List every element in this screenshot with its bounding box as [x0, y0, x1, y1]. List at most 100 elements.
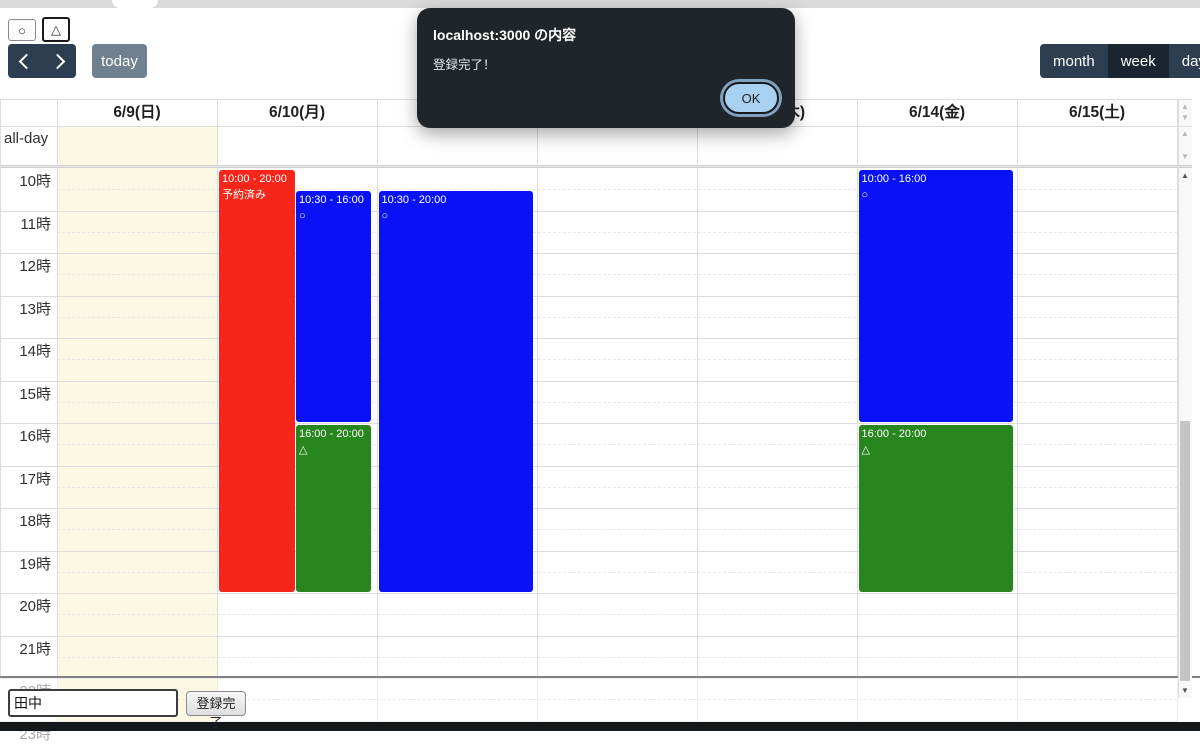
event-title: ○: [299, 209, 306, 222]
view-switcher: month week day: [1040, 44, 1200, 78]
half-hour-line: [57, 231, 1177, 233]
scroller-bottom-border: [0, 676, 1200, 678]
dialog-message: 登録完了！: [433, 58, 496, 72]
half-hour-line: [57, 571, 1177, 573]
time-label-13時: 13時: [19, 300, 51, 318]
column-line: [217, 99, 218, 678]
event-time: 16:00 - 20:00: [299, 427, 364, 440]
register-complete-button[interactable]: 登録完了: [186, 691, 246, 730]
event-time: 10:30 - 20:00: [381, 193, 447, 206]
day-view-button[interactable]: day: [1168, 44, 1200, 78]
time-label-17時: 17時: [19, 470, 51, 488]
month-view-button[interactable]: month: [1040, 44, 1108, 78]
event-4[interactable]: 10:30 - 20:00 ○: [378, 190, 533, 592]
event-3[interactable]: 16:00 - 20:00 △: [296, 424, 371, 592]
half-hour-line: [57, 614, 1177, 616]
header-scrollbar-lane: [1178, 100, 1192, 126]
column-line: [537, 99, 538, 678]
day-header-2: 6/10(月): [269, 104, 325, 121]
all-day-label: all-day: [4, 130, 49, 147]
hour-line: [0, 295, 1177, 297]
dialog-ok-button[interactable]: OK: [723, 82, 779, 114]
scrollbar-thumb[interactable]: [1180, 421, 1190, 681]
hour-line: [0, 253, 1177, 254]
column-line: [697, 678, 698, 722]
time-label-16時: 16時: [19, 428, 51, 445]
scroll-down-icon[interactable]: ▼: [1181, 686, 1189, 695]
name-input[interactable]: [8, 689, 178, 717]
column-line: [697, 99, 698, 678]
column-line: [57, 99, 58, 678]
event-time: 10:30 - 16:00: [299, 193, 364, 206]
hour-line: [0, 678, 1177, 679]
hour-line: [0, 210, 1177, 212]
allday-scrollbar-lane: [1178, 127, 1192, 165]
grid-left-border: [0, 99, 1, 678]
next-button[interactable]: [42, 44, 76, 78]
allday-divider: [0, 165, 1192, 168]
column-line: [377, 678, 378, 722]
event-5[interactable]: 10:00 - 16:00 ○: [858, 169, 1013, 422]
event-title: 予約済み: [222, 188, 266, 201]
time-label-21時: 21時: [19, 640, 51, 658]
prev-next-button-group: [8, 44, 76, 78]
event-time: 10:00 - 20:00: [222, 172, 287, 185]
circle-shape-button[interactable]: ○: [8, 19, 36, 41]
chevron-left-icon: [18, 53, 35, 69]
half-hour-line: [57, 316, 1177, 318]
scroll-down-icon: ▼: [1181, 152, 1189, 161]
time-label-14時: 14時: [19, 343, 51, 360]
event-1[interactable]: 10:00 - 20:00 予約済み: [219, 169, 295, 592]
chevron-right-icon: [49, 53, 66, 69]
scroll-up-icon[interactable]: ▲: [1181, 171, 1189, 180]
browser-tab-curve: [112, 0, 158, 8]
column-line: [1017, 678, 1018, 722]
time-label-12時: 12時: [19, 258, 51, 275]
bottom-black-bar: [0, 722, 1200, 731]
time-label-11時: 11時: [20, 215, 51, 233]
time-label-15時: 15時: [19, 385, 51, 403]
scroll-up-icon: ▲: [1181, 102, 1189, 111]
hour-line: [0, 338, 1177, 339]
column-line: [1017, 99, 1018, 678]
time-label-10時: 10時: [19, 173, 51, 190]
today-button[interactable]: today: [92, 44, 147, 78]
event-title: △: [299, 443, 308, 456]
time-label-19時: 19時: [19, 555, 51, 573]
week-view-button[interactable]: week: [1107, 44, 1169, 78]
column-line: [857, 678, 858, 722]
time-label-18時: 18時: [19, 513, 51, 530]
half-hour-line: [57, 359, 1177, 361]
half-hour-line: [57, 444, 1177, 446]
day-header-1: 6/9(日): [113, 104, 161, 121]
browser-alert-dialog: localhost:3000 の内容 登録完了！ OK: [417, 8, 795, 128]
hour-line: [0, 508, 1177, 509]
hour-line: [0, 635, 1177, 637]
scroll-down-icon: ▼: [1181, 113, 1189, 122]
browser-top-strip: [0, 0, 1200, 8]
half-hour-line: [57, 486, 1177, 488]
time-label-20時: 20時: [19, 598, 51, 615]
hour-line: [0, 423, 1177, 424]
prev-button[interactable]: [8, 44, 42, 78]
hour-line: [0, 720, 1177, 722]
day-header-6: 6/14(金): [909, 104, 965, 121]
event-time: 16:00 - 20:00: [861, 427, 927, 440]
column-line: [1177, 99, 1178, 678]
half-hour-line: [57, 189, 1177, 191]
event-6[interactable]: 16:00 - 20:00 △: [858, 424, 1013, 592]
event-title: ○: [861, 188, 869, 201]
today-column-highlight: [57, 126, 217, 165]
dialog-title: localhost:3000 の内容: [433, 27, 577, 43]
hour-line: [0, 380, 1177, 382]
column-line: [537, 678, 538, 722]
column-line: [377, 99, 378, 678]
event-title: ○: [381, 209, 389, 222]
event-2[interactable]: 10:30 - 16:00 ○: [296, 190, 371, 422]
triangle-shape-button[interactable]: △: [42, 17, 70, 42]
column-line: [857, 99, 858, 678]
event-time: 10:00 - 16:00: [861, 172, 927, 185]
hour-line: [0, 593, 1177, 594]
column-line: [1177, 678, 1178, 722]
half-hour-line: [57, 656, 1177, 658]
